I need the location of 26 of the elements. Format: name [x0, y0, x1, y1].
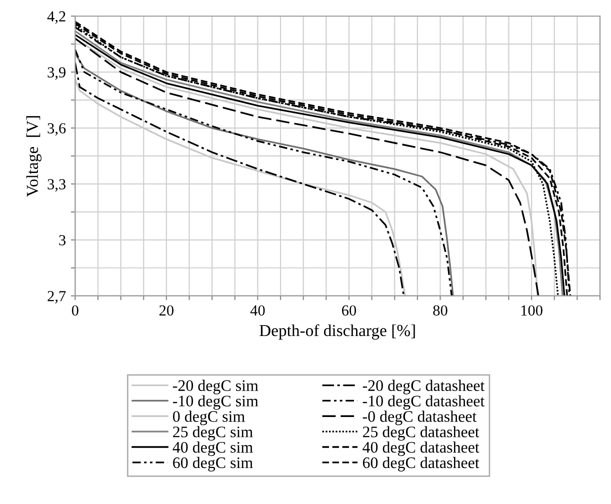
- y-axis-title: Voltage [V]: [26, 116, 42, 197]
- legend-label: -20 degC sim: [172, 380, 258, 394]
- legend-label: 40 degC sim: [172, 441, 253, 456]
- x-tick-label: 60: [342, 305, 356, 316]
- legend-label: -0 degC datasheet: [362, 410, 477, 426]
- y-tick-label: 2,7: [48, 291, 66, 304]
- x-axis-title: Depth-of discharge [%]: [260, 324, 415, 340]
- legend-label: 40 degC datasheet: [362, 441, 480, 456]
- legend-label: -10 degC sim: [172, 395, 258, 410]
- x-tick-label: 40: [250, 305, 265, 316]
- y-tick-label: 3: [59, 235, 66, 246]
- legend-label: 60 degC datasheet: [362, 456, 480, 472]
- x-tick-label: 80: [433, 305, 448, 316]
- legend-label: 0 degC sim: [172, 410, 245, 426]
- legend-label: 60 degC sim: [173, 456, 253, 472]
- x-tick-label: 100: [521, 305, 542, 316]
- x-tick-label: 0: [72, 305, 78, 316]
- x-tick-label: 20: [159, 305, 174, 316]
- y-tick-label: 3,3: [48, 179, 66, 192]
- legend-label: -10 degC datasheet: [362, 395, 485, 410]
- legend-label: 25 degC datasheet: [362, 426, 480, 441]
- y-tick-label: 3,6: [48, 123, 66, 136]
- y-tick-label: 4,2: [47, 11, 66, 24]
- y-tick-label: 3,9: [48, 67, 66, 80]
- legend-label: -20 degC datasheet: [362, 380, 485, 394]
- legend-label: 25 degC sim: [173, 426, 253, 441]
